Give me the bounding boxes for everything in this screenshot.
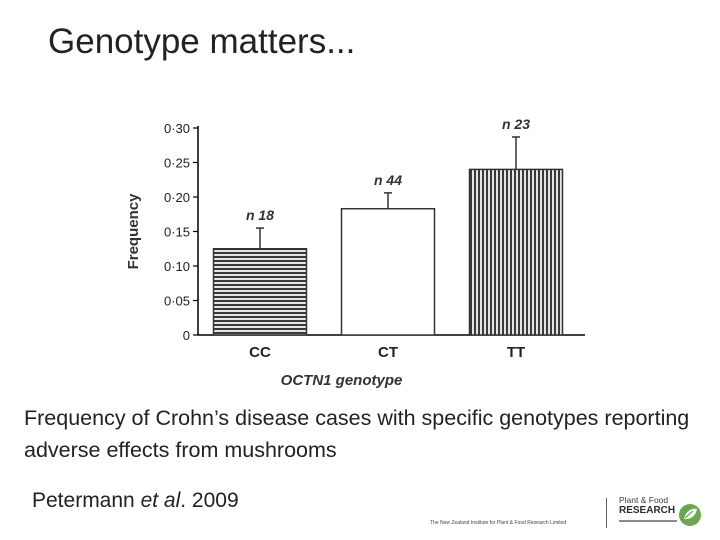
logo-text-line1: Plant & Food <box>619 495 669 505</box>
bar-tt <box>468 168 564 336</box>
n-label-tt: n 23 <box>502 116 530 132</box>
citation-year: . 2009 <box>180 489 239 512</box>
y-tick-label: 0·30 <box>164 121 190 136</box>
bar-ct <box>340 207 436 336</box>
citation-etal: et al <box>140 489 181 512</box>
plant-food-research-logo: Plant & Food RESEARCH <box>616 495 706 531</box>
y-tick-label: 0 <box>183 328 190 343</box>
x-tick-label-ct: CT <box>378 344 398 361</box>
chart-bars <box>212 136 564 336</box>
n-label-ct: n 44 <box>374 172 402 188</box>
chart-labels: 0·30 0·25 0·20 0·15 0·10 0·05 0 Frequency n 18 CC… <box>125 116 530 389</box>
logo-rule <box>619 520 677 522</box>
y-tick-label: 0·10 <box>164 259 190 274</box>
logo-text-line2: RESEARCH <box>619 505 676 516</box>
logo-divider <box>606 498 607 528</box>
y-tick-label: 0·25 <box>164 156 190 171</box>
bar-cc <box>212 248 308 336</box>
x-tick-label-tt: TT <box>507 344 525 361</box>
institute-footer: The New Zealand Institute for Plant & Fo… <box>430 520 567 526</box>
x-axis-label: OCTN1 genotype <box>281 372 403 389</box>
citation: Petermann et al. 2009 <box>32 486 239 516</box>
n-label-cc: n 18 <box>246 207 274 223</box>
leaf-logo-icon <box>679 504 701 526</box>
genotype-frequency-bar-chart: 0·30 0·25 0·20 0·15 0·10 0·05 0 Frequency n 18 CC… <box>125 116 585 389</box>
y-tick-label: 0·05 <box>164 294 190 309</box>
slide-title: Genotype matters... <box>48 22 356 61</box>
citation-author: Petermann <box>32 489 141 512</box>
y-tick-label: 0·15 <box>164 225 190 240</box>
figure-caption: Frequency of Crohn’s disease cases with … <box>24 406 690 462</box>
y-tick-label: 0·20 <box>164 190 190 205</box>
y-axis-label: Frequency <box>125 193 142 270</box>
x-tick-label-cc: CC <box>249 344 271 361</box>
